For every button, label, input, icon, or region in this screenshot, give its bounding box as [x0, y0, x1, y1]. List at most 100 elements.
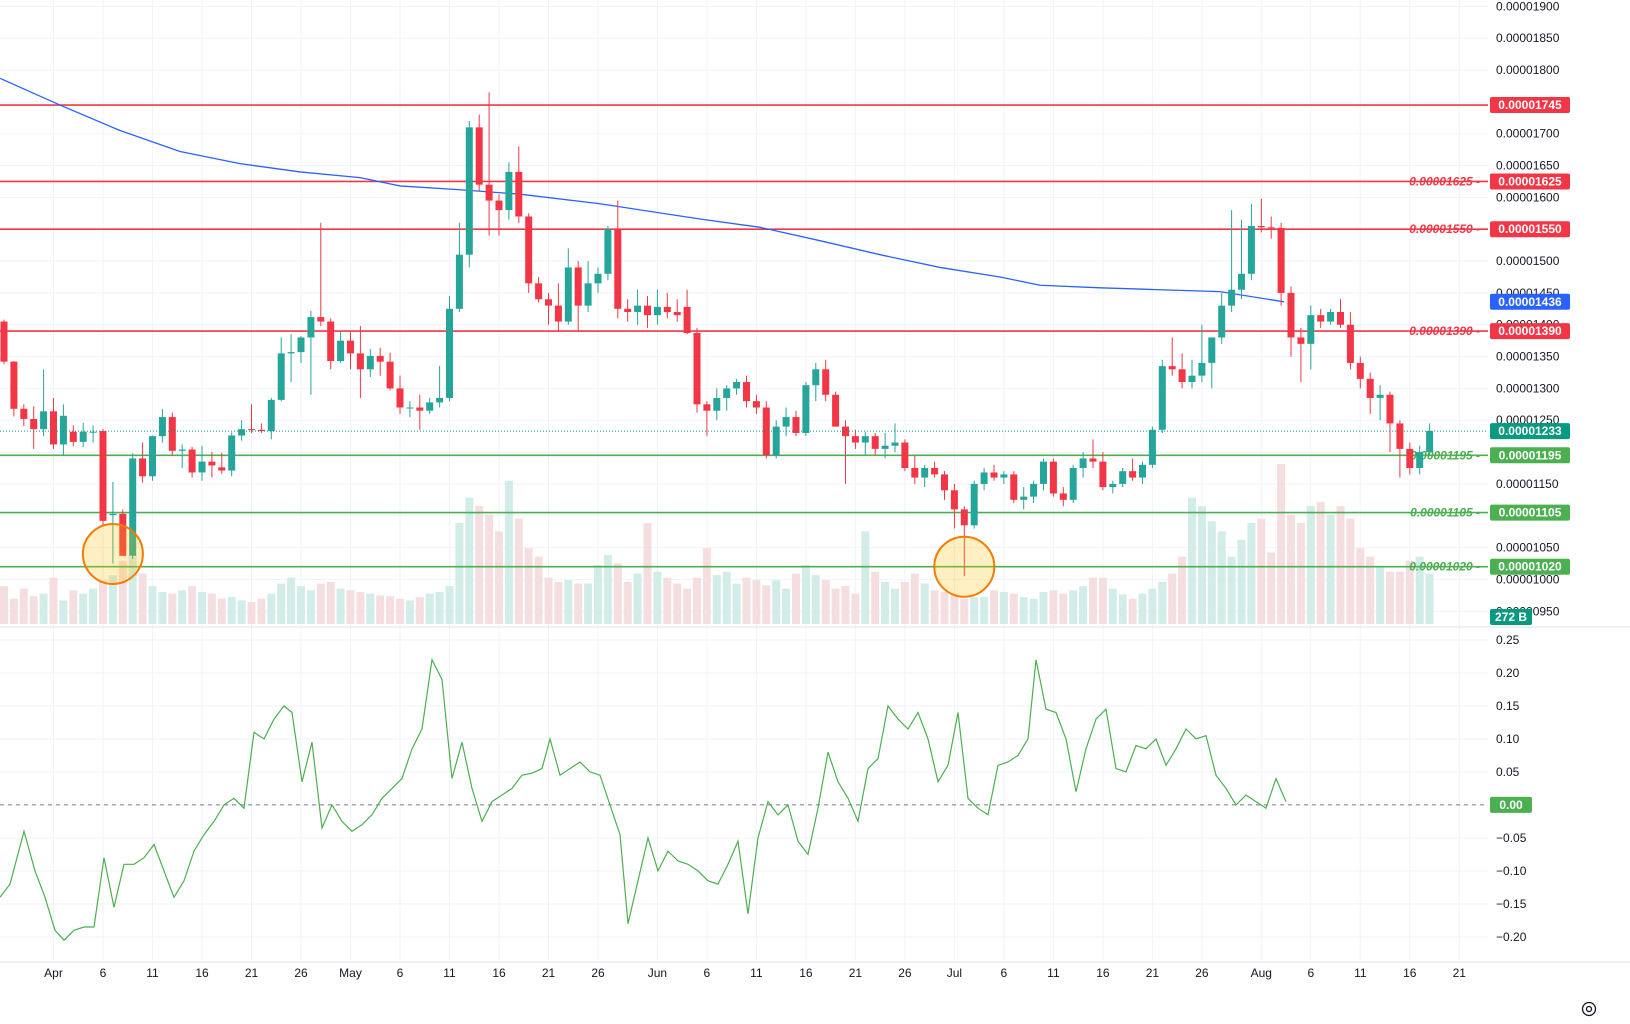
volume-bar — [445, 586, 454, 624]
time-tick-label: Jun — [648, 966, 667, 980]
candle-body — [396, 388, 404, 408]
volume-bar — [316, 583, 325, 624]
candlesticks[interactable] — [0, 92, 1434, 577]
candle-body — [50, 411, 57, 445]
candle-body — [545, 299, 552, 306]
volume-bar — [1346, 518, 1355, 624]
volume-bar — [89, 588, 98, 624]
time-tick-label: 16 — [799, 966, 813, 980]
volume-bar — [128, 556, 137, 624]
candle-body — [980, 472, 988, 484]
candle-body — [733, 382, 741, 389]
volume-bar — [1425, 573, 1434, 624]
candle-body — [465, 127, 473, 255]
level-badge — [1490, 504, 1570, 521]
time-tick-label: 26 — [898, 966, 912, 980]
candle-body — [79, 431, 87, 442]
time-tick-label: 21 — [1453, 966, 1467, 980]
candle-body — [30, 418, 38, 430]
volume-bar — [99, 580, 107, 624]
volume-bar — [1386, 571, 1394, 624]
candle-body — [515, 171, 523, 217]
volume-bar — [1316, 501, 1325, 624]
volume-bar — [663, 577, 672, 624]
candle-body — [366, 355, 374, 370]
candle-body — [1317, 315, 1325, 322]
volume-bar — [356, 592, 365, 624]
volume-bar — [148, 586, 157, 624]
candle-body — [554, 305, 562, 322]
level-badge-label: 0.00001745 — [1498, 98, 1562, 112]
candle-body — [406, 407, 414, 409]
level-badge — [1490, 323, 1570, 340]
osc-tick-label: −0.20 — [1496, 930, 1527, 944]
volume-bar — [118, 560, 127, 624]
time-axis[interactable]: Apr 6 11 16 21 26 May 6 11 16 21 26 Jun 6 11 16 21 26 Jul 6… — [44, 966, 1466, 980]
candle-body — [178, 449, 186, 451]
volume-bar — [1336, 506, 1345, 624]
candle-body — [1327, 312, 1335, 322]
volume-bar — [247, 602, 256, 624]
candle-body — [851, 436, 859, 443]
price-tick-label: 0.00001900 — [1496, 0, 1560, 13]
volume-bar — [1029, 598, 1038, 624]
candle-body — [248, 429, 255, 431]
candle-body — [1099, 461, 1107, 488]
volume-bar — [1039, 592, 1048, 624]
candle-body — [1158, 366, 1166, 430]
candle-body — [1139, 464, 1146, 478]
candle-body — [644, 305, 651, 316]
volume-bar — [1197, 506, 1206, 624]
volume-bar — [435, 592, 444, 624]
candle-body — [525, 216, 533, 284]
volume-bar — [217, 598, 226, 624]
volume-bar — [198, 592, 206, 624]
horizontal-levels[interactable]: 0.00001625 - 0.00001550 - 0.00001390 - 0.00… — [0, 104, 1488, 574]
candle-body — [1119, 471, 1127, 484]
candle-body — [950, 490, 958, 510]
volume-bar — [584, 583, 593, 624]
candle-body — [475, 127, 483, 185]
volume-bar — [544, 577, 553, 624]
candle-body — [99, 431, 107, 521]
volume-bar — [950, 594, 959, 624]
volume-bar — [178, 590, 187, 624]
volume-bar — [1217, 531, 1226, 624]
candle-body — [673, 312, 681, 316]
volume-bar — [336, 588, 345, 624]
candle-body — [1297, 337, 1305, 344]
ma-badge-label: 0.00001436 — [1498, 295, 1562, 309]
volume-bar — [1069, 590, 1078, 624]
volume-bar — [1237, 539, 1246, 624]
oscillator-axis[interactable]: 0.25 0.20 0.15 0.10 0.05 0.00 −0.05 −0.10 −0.15 −… — [1496, 633, 1527, 944]
time-tick-label: Jul — [947, 966, 962, 980]
osc-tick-label: 0.20 — [1496, 666, 1520, 680]
settings-gear-icon[interactable] — [1580, 1000, 1600, 1020]
candle-body — [495, 200, 503, 211]
highlight-circle — [81, 522, 144, 585]
volume-bar — [742, 577, 751, 624]
volume-bar — [1188, 497, 1196, 624]
candle-body — [921, 468, 929, 478]
volume-bar — [237, 600, 246, 624]
volume-bar — [287, 577, 296, 624]
price-tick-label: 0.00001600 — [1496, 190, 1560, 204]
candle-body — [347, 340, 354, 354]
volume-bar — [158, 592, 167, 624]
price-tick-label: 0.00001300 — [1496, 381, 1560, 395]
candle-body — [297, 337, 305, 353]
candle-body — [158, 417, 166, 437]
candle-body — [307, 317, 315, 338]
volume-bar — [1128, 598, 1137, 624]
candle-body — [277, 353, 285, 400]
candle-body — [931, 468, 939, 475]
volume-bar — [881, 581, 890, 624]
time-tick-label: 16 — [1096, 966, 1110, 980]
volume-bar — [1178, 556, 1187, 624]
candle-body — [109, 513, 117, 516]
volume-bar — [1247, 522, 1256, 624]
volume-bar — [1376, 566, 1385, 624]
volume-bar — [465, 497, 474, 624]
candle-body — [1346, 324, 1354, 363]
